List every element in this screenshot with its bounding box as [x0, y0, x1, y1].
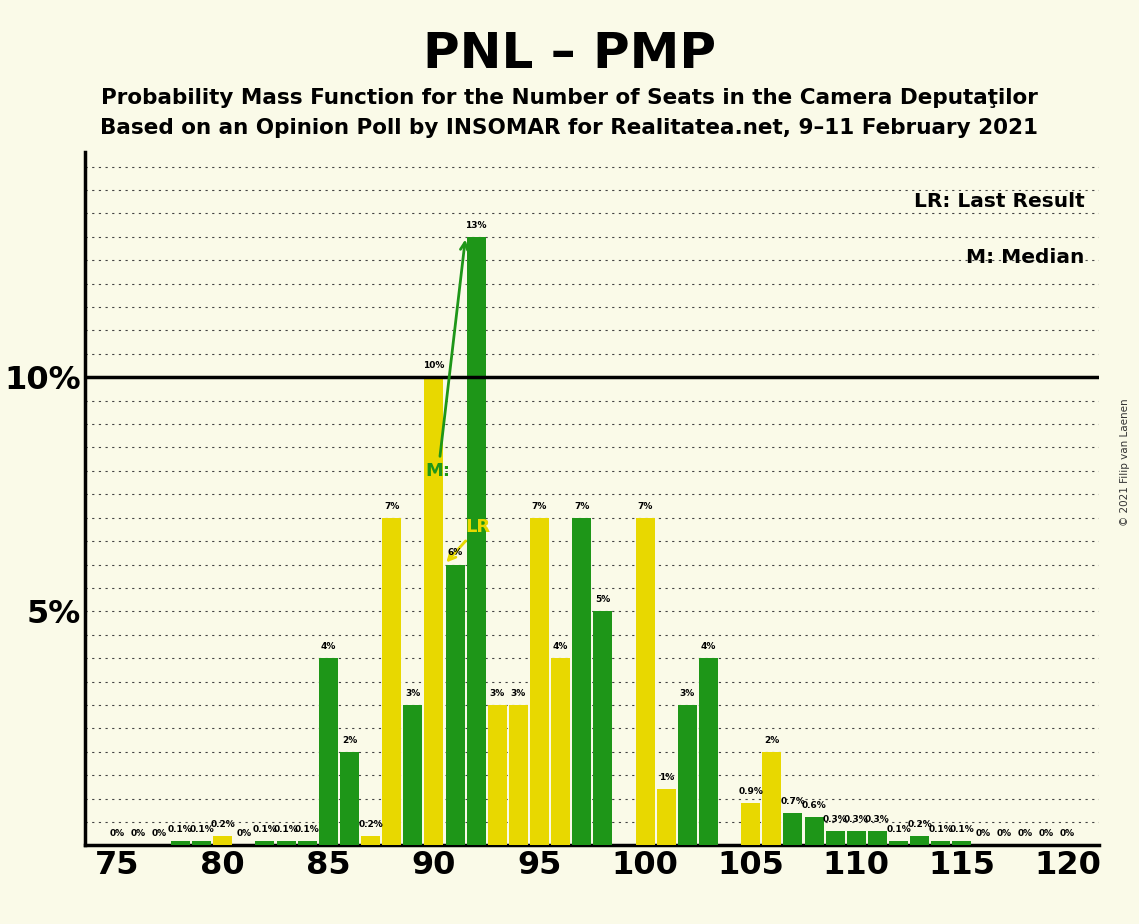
Bar	[277, 841, 295, 845]
Bar	[361, 836, 380, 845]
Bar	[319, 658, 338, 845]
Bar	[868, 832, 887, 845]
Text: 7%: 7%	[638, 502, 653, 511]
Bar	[171, 841, 190, 845]
Text: 0%: 0%	[151, 830, 167, 838]
Text: 13%: 13%	[466, 221, 486, 230]
Text: Probability Mass Function for the Number of Seats in the Camera Deputaţilor: Probability Mass Function for the Number…	[101, 88, 1038, 108]
Text: 0.1%: 0.1%	[189, 825, 214, 833]
Text: 0.9%: 0.9%	[738, 787, 763, 796]
Bar	[741, 803, 760, 845]
Bar	[383, 517, 401, 845]
Text: M:: M:	[426, 243, 468, 480]
Text: 0.3%: 0.3%	[865, 815, 890, 824]
Bar	[762, 752, 781, 845]
Bar	[192, 841, 211, 845]
Text: 4%: 4%	[552, 642, 568, 651]
Text: 3%: 3%	[405, 689, 420, 698]
Text: 0.1%: 0.1%	[295, 825, 320, 833]
Text: 0.1%: 0.1%	[253, 825, 277, 833]
Bar	[890, 841, 908, 845]
Text: 3%: 3%	[490, 689, 505, 698]
Text: 2%: 2%	[342, 736, 357, 745]
Bar	[339, 752, 359, 845]
Bar	[593, 612, 613, 845]
Text: 3%: 3%	[680, 689, 695, 698]
Bar	[636, 517, 655, 845]
Text: M: Median: M: Median	[966, 249, 1084, 267]
Text: 6%: 6%	[448, 549, 462, 557]
Text: 7%: 7%	[532, 502, 547, 511]
Text: 0.7%: 0.7%	[780, 796, 805, 806]
Bar	[784, 813, 802, 845]
Bar	[572, 517, 591, 845]
Text: 0.2%: 0.2%	[211, 821, 235, 829]
Bar	[509, 705, 527, 845]
Text: 1%: 1%	[658, 773, 674, 783]
Text: 4%: 4%	[320, 642, 336, 651]
Text: LR: LR	[449, 518, 491, 560]
Bar	[467, 237, 485, 845]
Text: 0.6%: 0.6%	[802, 801, 827, 810]
Text: © 2021 Filip van Laenen: © 2021 Filip van Laenen	[1121, 398, 1130, 526]
Bar	[699, 658, 718, 845]
Bar	[804, 818, 823, 845]
Bar	[487, 705, 507, 845]
Text: 4%: 4%	[700, 642, 716, 651]
Text: 0.1%: 0.1%	[169, 825, 192, 833]
Text: 0.2%: 0.2%	[358, 821, 383, 829]
Text: 0%: 0%	[236, 830, 252, 838]
Bar	[551, 658, 571, 845]
Text: PNL – PMP: PNL – PMP	[423, 30, 716, 79]
Text: 0.3%: 0.3%	[844, 815, 869, 824]
Bar	[530, 517, 549, 845]
Bar	[952, 841, 972, 845]
Text: LR: Last Result: LR: Last Result	[913, 192, 1084, 211]
Text: 0.3%: 0.3%	[822, 815, 847, 824]
Text: 10%: 10%	[424, 361, 444, 371]
Text: 0.1%: 0.1%	[886, 825, 911, 833]
Bar	[678, 705, 697, 845]
Text: 0%: 0%	[1039, 830, 1054, 838]
Text: 2%: 2%	[764, 736, 779, 745]
Text: 0%: 0%	[975, 830, 991, 838]
Text: 3%: 3%	[510, 689, 526, 698]
Bar	[910, 836, 929, 845]
Bar	[213, 836, 232, 845]
Text: 0.1%: 0.1%	[273, 825, 298, 833]
Text: 0%: 0%	[109, 830, 124, 838]
Text: 7%: 7%	[574, 502, 589, 511]
Text: 0.1%: 0.1%	[950, 825, 974, 833]
Bar	[445, 565, 465, 845]
Text: 0%: 0%	[1017, 830, 1033, 838]
Bar	[425, 377, 443, 845]
Text: 0%: 0%	[997, 830, 1011, 838]
Bar	[657, 789, 675, 845]
Bar	[403, 705, 423, 845]
Text: 5%: 5%	[596, 595, 611, 604]
Bar	[297, 841, 317, 845]
Bar	[846, 832, 866, 845]
Text: 0.1%: 0.1%	[928, 825, 953, 833]
Text: Based on an Opinion Poll by INSOMAR for Realitatea.net, 9–11 February 2021: Based on an Opinion Poll by INSOMAR for …	[100, 118, 1039, 139]
Text: 0%: 0%	[1060, 830, 1075, 838]
Bar	[826, 832, 845, 845]
Text: 0.2%: 0.2%	[908, 821, 932, 829]
Text: 0%: 0%	[131, 830, 146, 838]
Bar	[932, 841, 950, 845]
Bar	[255, 841, 274, 845]
Text: 7%: 7%	[384, 502, 400, 511]
